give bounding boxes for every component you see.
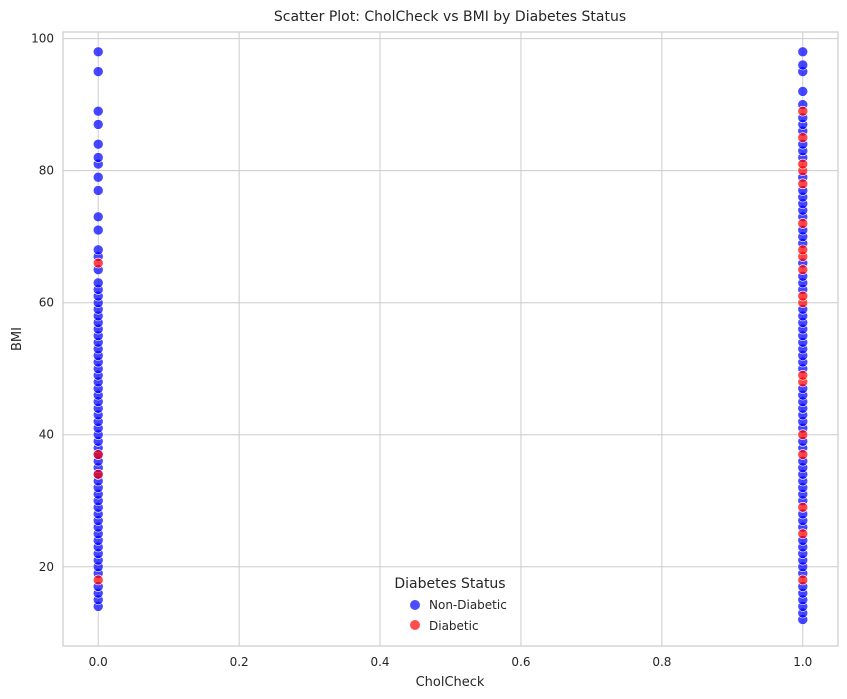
legend: Diabetes Status Non-Diabetic Diabetic (394, 576, 506, 633)
point-non-diabetic (92, 46, 104, 58)
point-non-diabetic (797, 59, 809, 71)
point-diabetic (797, 449, 809, 460)
point-diabetic (797, 178, 809, 190)
x-tick-label: 0.8 (652, 655, 671, 669)
chart-title: Scatter Plot: CholCheck vs BMI by Diabet… (274, 9, 626, 25)
legend-marker-non-diabetic (410, 600, 420, 610)
point-diabetic (92, 449, 104, 460)
y-tick-label: 60 (39, 296, 54, 310)
x-tick-label: 1.0 (793, 655, 812, 669)
point-diabetic (92, 574, 104, 586)
y-tick-label: 80 (39, 164, 54, 178)
point-diabetic (797, 244, 809, 256)
point-diabetic (797, 429, 809, 441)
legend-title: Diabetes Status (394, 576, 505, 592)
point-non-diabetic (92, 171, 104, 183)
point-non-diabetic (797, 86, 809, 97)
y-tick-label: 100 (31, 32, 54, 46)
point-diabetic (92, 469, 104, 480)
x-axis-ticks: 0.0 0.2 0.4 0.6 0.8 1.0 (89, 655, 813, 669)
y-axis-label: BMI (10, 327, 25, 351)
y-tick-label: 20 (39, 560, 54, 574)
point-non-diabetic (92, 244, 104, 256)
point-non-diabetic (92, 224, 104, 236)
point-diabetic (92, 257, 104, 269)
data-points (92, 46, 809, 625)
point-non-diabetic (92, 185, 104, 196)
plot-area (62, 31, 839, 647)
x-axis-label: CholCheck (416, 675, 485, 690)
x-tick-label: 0.0 (89, 655, 108, 669)
point-diabetic (797, 528, 809, 540)
x-tick-label: 0.2 (230, 655, 249, 669)
point-diabetic (797, 502, 809, 513)
point-diabetic (797, 264, 809, 275)
point-diabetic (797, 218, 809, 229)
x-tick-label: 0.6 (511, 655, 530, 669)
legend-marker-diabetic (410, 620, 420, 630)
point-diabetic (797, 105, 809, 117)
point-non-diabetic (797, 46, 809, 58)
point-diabetic (797, 290, 809, 302)
point-diabetic (797, 574, 809, 586)
point-non-diabetic (92, 277, 104, 289)
y-axis-ticks: 20 40 60 80 100 (31, 32, 54, 574)
point-non-diabetic (92, 66, 104, 77)
point-non-diabetic (92, 119, 104, 130)
point-non-diabetic (92, 105, 104, 117)
x-tick-label: 0.4 (370, 655, 389, 669)
point-non-diabetic (92, 211, 104, 223)
point-non-diabetic (92, 138, 104, 150)
y-tick-label: 40 (39, 428, 54, 442)
point-diabetic (797, 158, 809, 170)
point-non-diabetic (92, 152, 104, 163)
legend-label-diabetic: Diabetic (429, 619, 479, 633)
legend-label-non-diabetic: Non-Diabetic (429, 598, 507, 612)
point-diabetic (797, 370, 809, 381)
point-diabetic (797, 132, 809, 143)
